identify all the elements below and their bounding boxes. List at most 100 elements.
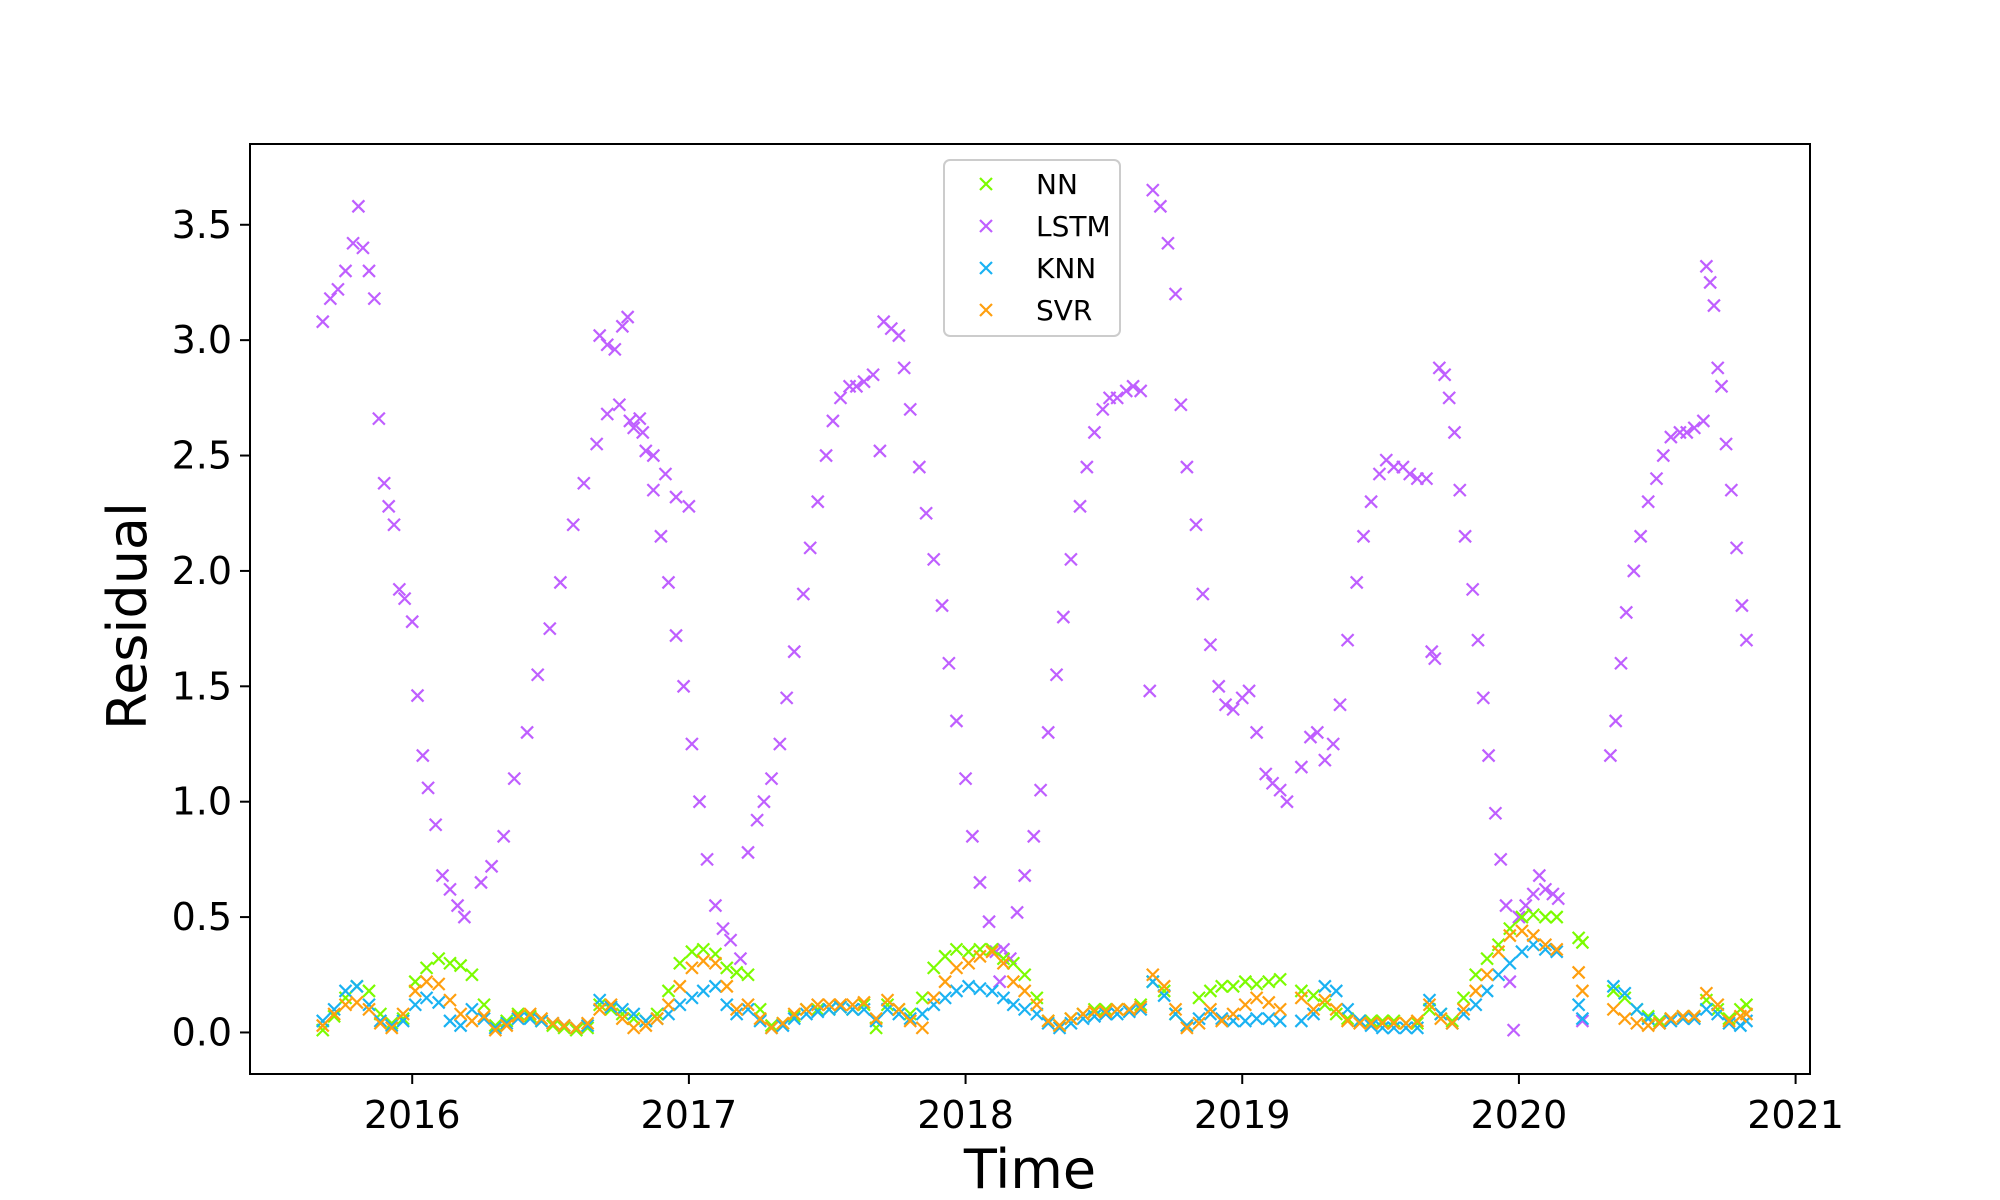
- knn-point: [1017, 1002, 1032, 1017]
- svr-point: [661, 997, 676, 1012]
- lstm-point: [1218, 697, 1233, 712]
- lstm-point: [457, 910, 472, 924]
- svr-point: [338, 997, 353, 1012]
- svr-point: [973, 949, 987, 964]
- svr-point: [996, 956, 1011, 971]
- lstm-point: [1010, 905, 1024, 920]
- nn-point: [453, 958, 468, 973]
- lstm-point: [1356, 529, 1371, 544]
- nn-point: [985, 942, 999, 957]
- svr-point: [1491, 944, 1506, 959]
- lstm-point: [1049, 667, 1064, 682]
- svr-point: [892, 1002, 906, 1017]
- lstm-point: [1696, 414, 1711, 428]
- nn-point: [741, 967, 755, 982]
- lstm-point: [1714, 379, 1729, 394]
- lstm-point: [1465, 582, 1480, 597]
- knn-point: [1294, 1014, 1309, 1028]
- svr-point: [1203, 1002, 1218, 1017]
- lstm-point: [708, 898, 723, 913]
- nn-point: [546, 1018, 560, 1033]
- lstm-point: [682, 499, 696, 514]
- lstm-point: [1424, 644, 1439, 659]
- svr-point: [443, 993, 457, 1007]
- lstm-point: [787, 644, 802, 659]
- y-tick-label: 0.5: [172, 895, 232, 939]
- nn-point: [465, 967, 479, 982]
- knn-point: [799, 1007, 814, 1021]
- lstm-point: [819, 448, 833, 463]
- knn-point: [534, 1014, 549, 1028]
- lstm-point: [443, 882, 457, 897]
- lstm-point: [1073, 499, 1087, 514]
- knn-point: [869, 1014, 883, 1028]
- lstm-point: [577, 476, 591, 491]
- svr-point: [1306, 1002, 1321, 1017]
- lstm-point: [654, 529, 668, 544]
- knn-point: [1664, 1014, 1678, 1028]
- knn-point: [1575, 1011, 1590, 1026]
- lstm-point: [356, 241, 370, 255]
- svr-point: [1146, 967, 1160, 982]
- knn-point: [1273, 1014, 1287, 1028]
- knn-point: [362, 997, 376, 1012]
- lstm-point: [1372, 467, 1387, 481]
- knn-point: [1456, 1007, 1471, 1021]
- svr-point: [1168, 1002, 1183, 1017]
- svr-point: [1526, 928, 1541, 943]
- lstm-point: [410, 688, 425, 703]
- nn-point: [569, 1023, 584, 1037]
- lstm-point: [912, 460, 927, 474]
- nn-point: [961, 944, 976, 959]
- lstm-point: [392, 582, 407, 597]
- legend-label-svr: SVR: [1036, 294, 1092, 327]
- knn-point: [1515, 944, 1529, 959]
- knn-point: [465, 1002, 479, 1017]
- lstm-point: [331, 282, 345, 297]
- lstm-point: [315, 314, 330, 329]
- lstm-point: [1729, 541, 1744, 555]
- x-tick-label: 2021: [1747, 1093, 1844, 1137]
- lstm-point: [1056, 610, 1071, 624]
- nn-point: [1238, 974, 1253, 989]
- y-tick-label: 2.0: [172, 549, 232, 593]
- knn-point: [523, 1011, 537, 1026]
- svr-point: [350, 995, 364, 1010]
- lstm-point: [669, 490, 683, 504]
- svr-point: [833, 997, 848, 1012]
- lstm-point: [1189, 517, 1203, 532]
- lstm-point: [1242, 684, 1256, 698]
- lstm-point: [1518, 898, 1533, 913]
- svr-point: [1192, 1016, 1206, 1031]
- nn-point: [362, 984, 376, 998]
- knn-point: [1468, 997, 1483, 1012]
- y-tick-label: 1.5: [172, 664, 232, 708]
- svr-point: [696, 954, 711, 968]
- lstm-point: [1333, 697, 1347, 712]
- lstm-point: [1280, 794, 1294, 809]
- lstm-point: [387, 517, 401, 532]
- lstm-point: [935, 598, 949, 613]
- svr-point: [685, 961, 699, 975]
- svr-point: [1549, 942, 1564, 957]
- svr-point: [650, 1011, 664, 1026]
- svr-point: [534, 1011, 549, 1026]
- knn-point: [753, 1014, 767, 1028]
- svr-point: [720, 979, 734, 994]
- lstm-point: [1481, 748, 1496, 763]
- lstm-point: [1488, 806, 1503, 821]
- svr-point: [1630, 1016, 1644, 1031]
- svr-point: [546, 1016, 560, 1031]
- lstm-point: [1614, 656, 1628, 671]
- y-tick-label: 0.0: [172, 1010, 232, 1054]
- lstm-point: [982, 914, 996, 929]
- svr-point: [845, 997, 860, 1012]
- lstm-point: [810, 494, 825, 509]
- svr-point: [396, 1007, 410, 1021]
- plot-frame: [249, 143, 1811, 1075]
- nn-point: [580, 1021, 595, 1035]
- x-tick-label: 2020: [1471, 1093, 1568, 1137]
- lstm-point: [1428, 651, 1442, 666]
- svr-point: [938, 974, 952, 989]
